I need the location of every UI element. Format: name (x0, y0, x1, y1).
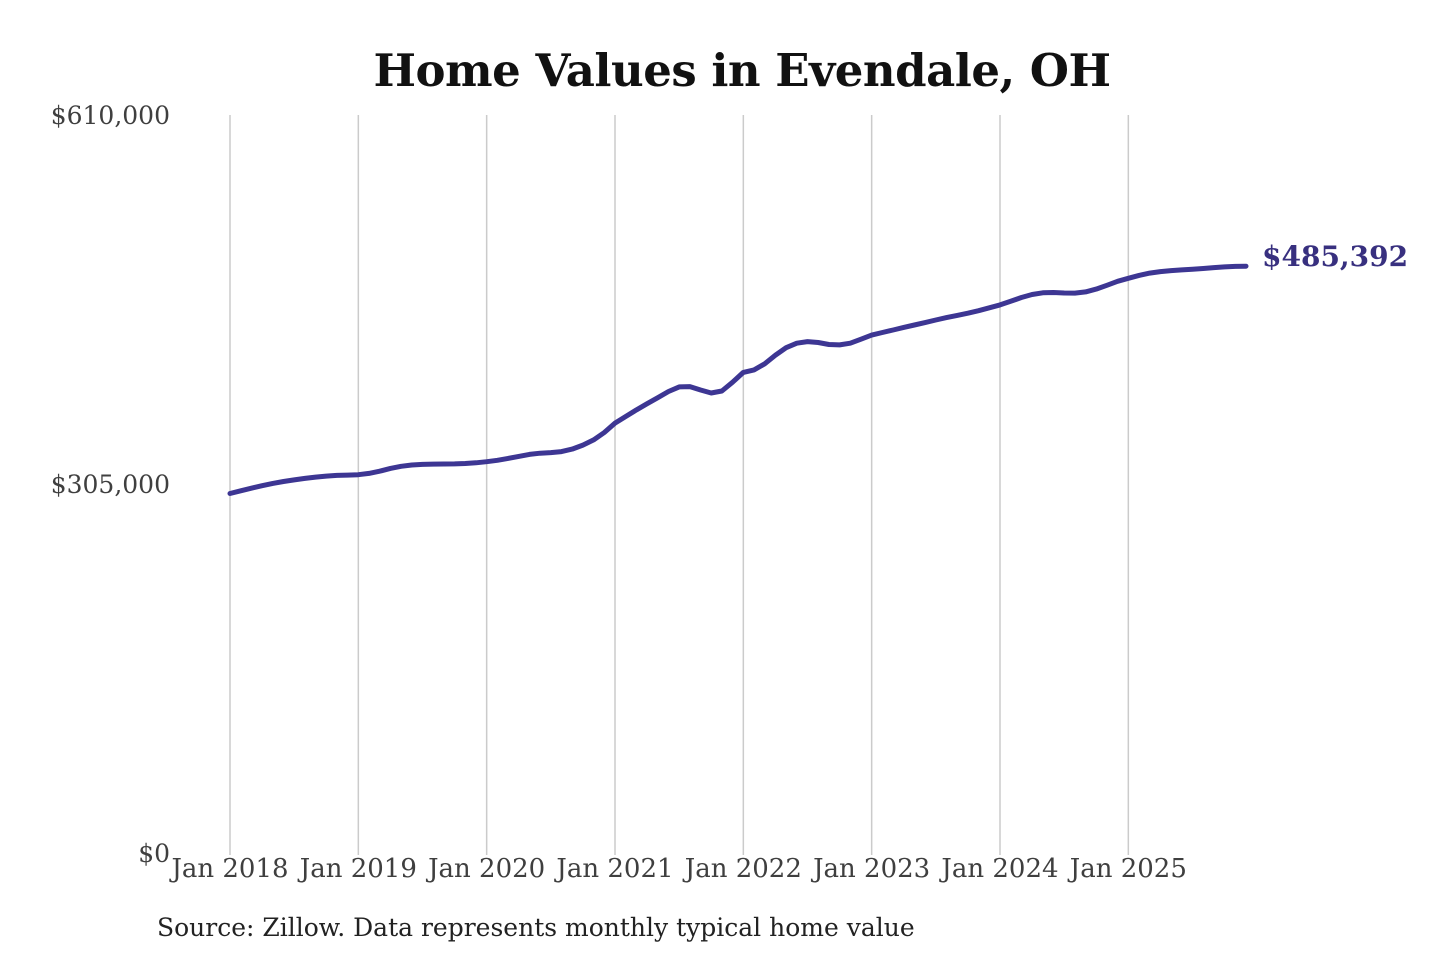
latest-value-annotation: $485,392 (1262, 240, 1409, 273)
source-note: Source: Zillow. Data represents monthly … (157, 913, 915, 942)
x-axis-tick-jan-2020: Jan 2020 (428, 854, 546, 884)
chart-title: Home Values in Evendale, OH (373, 44, 1112, 97)
home-value-line-series (227, 263, 1249, 496)
x-axis-tick-jan-2021: Jan 2021 (556, 854, 674, 884)
y-axis-tick-0: $0 (138, 839, 170, 868)
vertical-gridlines (229, 115, 1130, 855)
x-axis-tick-jan-2022: Jan 2022 (684, 854, 802, 884)
x-axis-tick-jan-2025: Jan 2025 (1069, 854, 1187, 884)
x-axis-tick-jan-2019: Jan 2019 (299, 854, 417, 884)
x-axis-tick-jan-2018: Jan 2018 (171, 854, 289, 884)
x-axis-tick-jan-2023: Jan 2023 (813, 854, 931, 884)
y-axis-tick-305000: $305,000 (50, 470, 170, 499)
x-axis-tick-jan-2024: Jan 2024 (941, 854, 1059, 884)
y-axis-tick-610000: $610,000 (50, 101, 170, 130)
